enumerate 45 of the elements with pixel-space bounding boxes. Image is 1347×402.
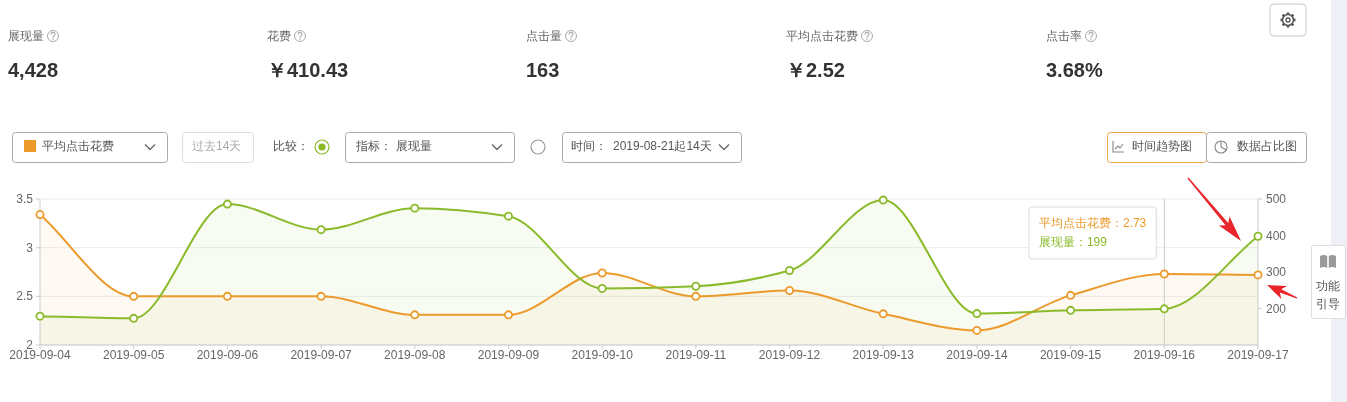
y-tick-label: 3 [26, 240, 34, 255]
x-tick-label: 2019-09-05 [103, 348, 165, 362]
text: 时间趋势图 [1132, 139, 1192, 153]
text: 引导 [1316, 297, 1340, 311]
y2-tick-label: 200 [1266, 301, 1287, 316]
text: 展现量 [396, 139, 432, 153]
x-tick-label: 2019-09-06 [196, 348, 259, 362]
text: ￥410.43 [267, 59, 349, 81]
text: 平均点击花费 [42, 139, 114, 153]
text: 功能 [1316, 279, 1340, 293]
text: 3.68% [1046, 59, 1103, 81]
text: 点击量 [526, 29, 562, 43]
text: 数据占比图 [1237, 139, 1297, 153]
x-tick-label: 2019-09-10 [571, 348, 634, 362]
text: 展现量 [8, 29, 44, 43]
x-tick-label: 2019-09-17 [1227, 348, 1290, 362]
annotation: 展现量：199 [1038, 235, 1108, 249]
tooltip: 平均点击花费：2.73 展现量：199 [1028, 206, 1157, 260]
text: ￥2.52 [786, 59, 845, 81]
text: 平均点击花费 [786, 29, 858, 43]
y2-tick-label: 400 [1266, 228, 1287, 243]
y-tick-label: 2.5 [16, 289, 34, 304]
y2-tick-label: 500 [1266, 192, 1287, 206]
x-tick-label: 2019-09-04 [9, 348, 72, 362]
text: 过去14天 [192, 139, 242, 153]
text: 4,428 [8, 59, 59, 81]
x-tick-label: 2019-09-14 [946, 348, 1008, 362]
x-tick-label: 2019-09-09 [477, 348, 540, 362]
x-tick-label: 2019-09-12 [758, 348, 821, 362]
x-tick-label: 2019-09-15 [1039, 348, 1102, 362]
x-tick-label: 2019-09-13 [852, 348, 915, 362]
x-tick-label: 2019-09-16 [1133, 348, 1196, 362]
y2-tick-label: 300 [1266, 265, 1287, 279]
y-tick-label: 3.5 [16, 192, 34, 206]
text: 2019-08-21起14天 [613, 139, 712, 153]
text: 时间： [571, 139, 607, 153]
text: 点击率 [1046, 29, 1082, 43]
x-tick-label: 2019-09-08 [384, 348, 446, 362]
text: 指标： [355, 139, 392, 153]
x-tick-label: 2019-09-07 [290, 348, 353, 362]
annotation: 平均点击花费：2.73 [1038, 216, 1147, 230]
text: 163 [526, 59, 560, 81]
text: 花费 [267, 29, 291, 43]
text: 比较： [273, 139, 309, 153]
x-tick-label: 2019-09-11 [665, 348, 727, 362]
